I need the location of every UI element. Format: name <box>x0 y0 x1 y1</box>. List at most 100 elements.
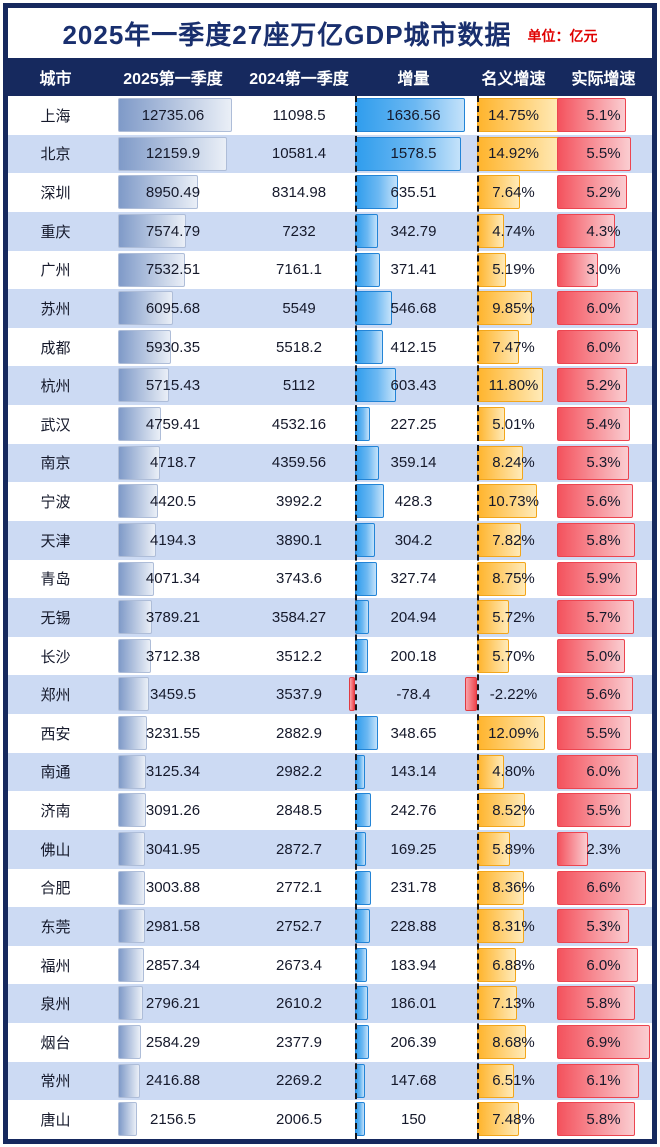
q1-2024-value: 2673.4 <box>276 956 322 974</box>
q1-2024-cell: 2772.1 <box>243 869 355 908</box>
real-growth-value: 5.5% <box>586 802 621 820</box>
q1-2025-bar <box>118 754 146 789</box>
real-growth-bar <box>557 1025 650 1059</box>
real-growth-bar <box>557 213 616 248</box>
nominal-growth-cell: 9.85% <box>472 289 555 328</box>
q1-2025-cell: 4420.5 <box>103 482 243 521</box>
table-row: 常州 2416.88 2269.2 147.68 6.51% 6.1% <box>8 1061 652 1101</box>
nominal-growth-cell: 5.70% <box>472 637 555 676</box>
nominal-growth-cell: 8.52% <box>472 791 555 830</box>
q1-2025-cell: 3091.26 <box>103 791 243 830</box>
table-row: 济南 3091.26 2848.5 242.76 8.52% 5.5% <box>8 791 652 830</box>
city-cell: 合肥 <box>8 869 103 908</box>
q1-2024-value: 8314.98 <box>271 184 327 202</box>
q1-2025-value: 3231.55 <box>145 724 201 742</box>
q1-2025-bar <box>118 252 186 287</box>
q1-2024-cell: 5549 <box>243 289 355 328</box>
nominal-growth-bar <box>464 677 477 712</box>
real-growth-value: 5.9% <box>586 570 621 588</box>
real-growth-bar <box>557 754 638 789</box>
nominal-growth-value: 7.48% <box>492 1111 535 1129</box>
q1-2025-value: 3003.88 <box>145 879 201 897</box>
city-cell: 长沙 <box>8 637 103 676</box>
real-growth-bar <box>557 947 638 982</box>
delta-cell: 603.43 <box>355 366 472 405</box>
q1-2025-bar <box>118 329 172 364</box>
city-cell: 烟台 <box>8 1023 103 1062</box>
q1-2025-bar <box>118 136 227 171</box>
city-cell: 泉州 <box>8 984 103 1023</box>
q1-2025-cell: 2796.21 <box>103 984 243 1023</box>
real-growth-value: 5.8% <box>586 995 621 1013</box>
delta-bar <box>355 329 383 364</box>
q1-2025-cell: 12735.06 <box>103 96 243 135</box>
real-growth-bar <box>557 831 589 866</box>
delta-bar <box>355 291 392 326</box>
city-cell: 北京 <box>8 135 103 174</box>
q1-2025-bar <box>118 600 152 635</box>
nominal-growth-cell: 6.51% <box>472 1062 555 1101</box>
city-name: 济南 <box>40 803 71 821</box>
real-growth-value: 5.1% <box>586 106 621 124</box>
q1-2025-bar <box>118 909 145 944</box>
real-growth-cell: 6.1% <box>555 1062 652 1101</box>
q1-2024-cell: 4532.16 <box>243 405 355 444</box>
real-growth-value: 5.4% <box>586 415 621 433</box>
real-growth-value: 5.8% <box>586 531 621 549</box>
city-cell: 青岛 <box>8 560 103 599</box>
q1-2024-cell: 4359.56 <box>243 444 355 483</box>
delta-cell: -78.4 <box>349 675 472 714</box>
q1-2025-bar <box>118 561 155 596</box>
nominal-growth-value: 14.75% <box>488 106 539 124</box>
q1-2024-cell: 5112 <box>243 366 355 405</box>
nominal-growth-value: 14.92% <box>488 145 539 163</box>
delta-value: 183.94 <box>390 956 437 974</box>
q1-2025-cell: 2584.29 <box>103 1023 243 1062</box>
real-growth-bar <box>557 252 598 287</box>
q1-2024-value: 3743.6 <box>276 570 322 588</box>
real-growth-cell: 5.8% <box>555 984 652 1023</box>
real-growth-bar <box>557 136 632 171</box>
table-row: 南京 4718.7 4359.56 359.14 8.24% 5.3% <box>8 443 652 483</box>
q1-2024-value: 4359.56 <box>271 454 327 472</box>
city-name: 重庆 <box>40 223 71 241</box>
nominal-growth-cell: 4.74% <box>472 212 555 251</box>
q1-2024-value: 10581.4 <box>271 145 327 163</box>
q1-2024-value: 5112 <box>282 377 316 395</box>
nominal-growth-bar <box>477 407 506 441</box>
delta-value: 200.18 <box>390 647 437 665</box>
nominal-growth-bar <box>477 1063 514 1098</box>
real-growth-bar <box>557 407 630 441</box>
nominal-growth-value: 7.13% <box>492 995 535 1013</box>
delta-value: 1578.5 <box>390 145 437 163</box>
city-name: 武汉 <box>40 416 71 434</box>
table-row: 杭州 5715.43 5112 603.43 11.80% 5.2% <box>8 366 652 405</box>
delta-cell: 1636.56 <box>355 96 472 135</box>
delta-bar <box>355 909 371 944</box>
city-name: 长沙 <box>40 648 71 666</box>
table-row: 南通 3125.34 2982.2 143.14 4.80% 6.0% <box>8 752 652 792</box>
q1-2025-value: 2981.58 <box>145 917 201 935</box>
real-growth-cell: 5.2% <box>555 173 652 212</box>
city-name: 常州 <box>40 1073 71 1091</box>
delta-cell: 371.41 <box>355 251 472 290</box>
q1-2025-bar <box>118 445 161 480</box>
table-row: 唐山 2156.5 2006.5 150 7.48% 5.8% <box>8 1100 652 1139</box>
real-growth-bar <box>557 484 633 519</box>
real-growth-cell: 5.5% <box>555 135 652 174</box>
real-growth-value: 2.3% <box>586 840 621 858</box>
delta-value: 169.25 <box>390 840 437 858</box>
real-growth-cell: 5.7% <box>555 598 652 637</box>
nominal-growth-cell: 8.68% <box>472 1023 555 1062</box>
q1-2024-value: 2269.2 <box>276 1072 322 1090</box>
real-growth-value: 6.9% <box>586 1033 621 1051</box>
nominal-growth-cell: 7.47% <box>472 328 555 367</box>
real-growth-cell: 5.8% <box>555 521 652 560</box>
real-growth-cell: 5.5% <box>555 714 652 753</box>
real-growth-value: 5.6% <box>586 493 621 511</box>
city-name: 西安 <box>40 725 71 743</box>
city-cell: 苏州 <box>8 289 103 328</box>
nominal-growth-cell: -2.22% <box>464 675 555 714</box>
nominal-growth-value: 11.80% <box>488 377 539 395</box>
q1-2024-cell: 2982.2 <box>243 753 355 792</box>
